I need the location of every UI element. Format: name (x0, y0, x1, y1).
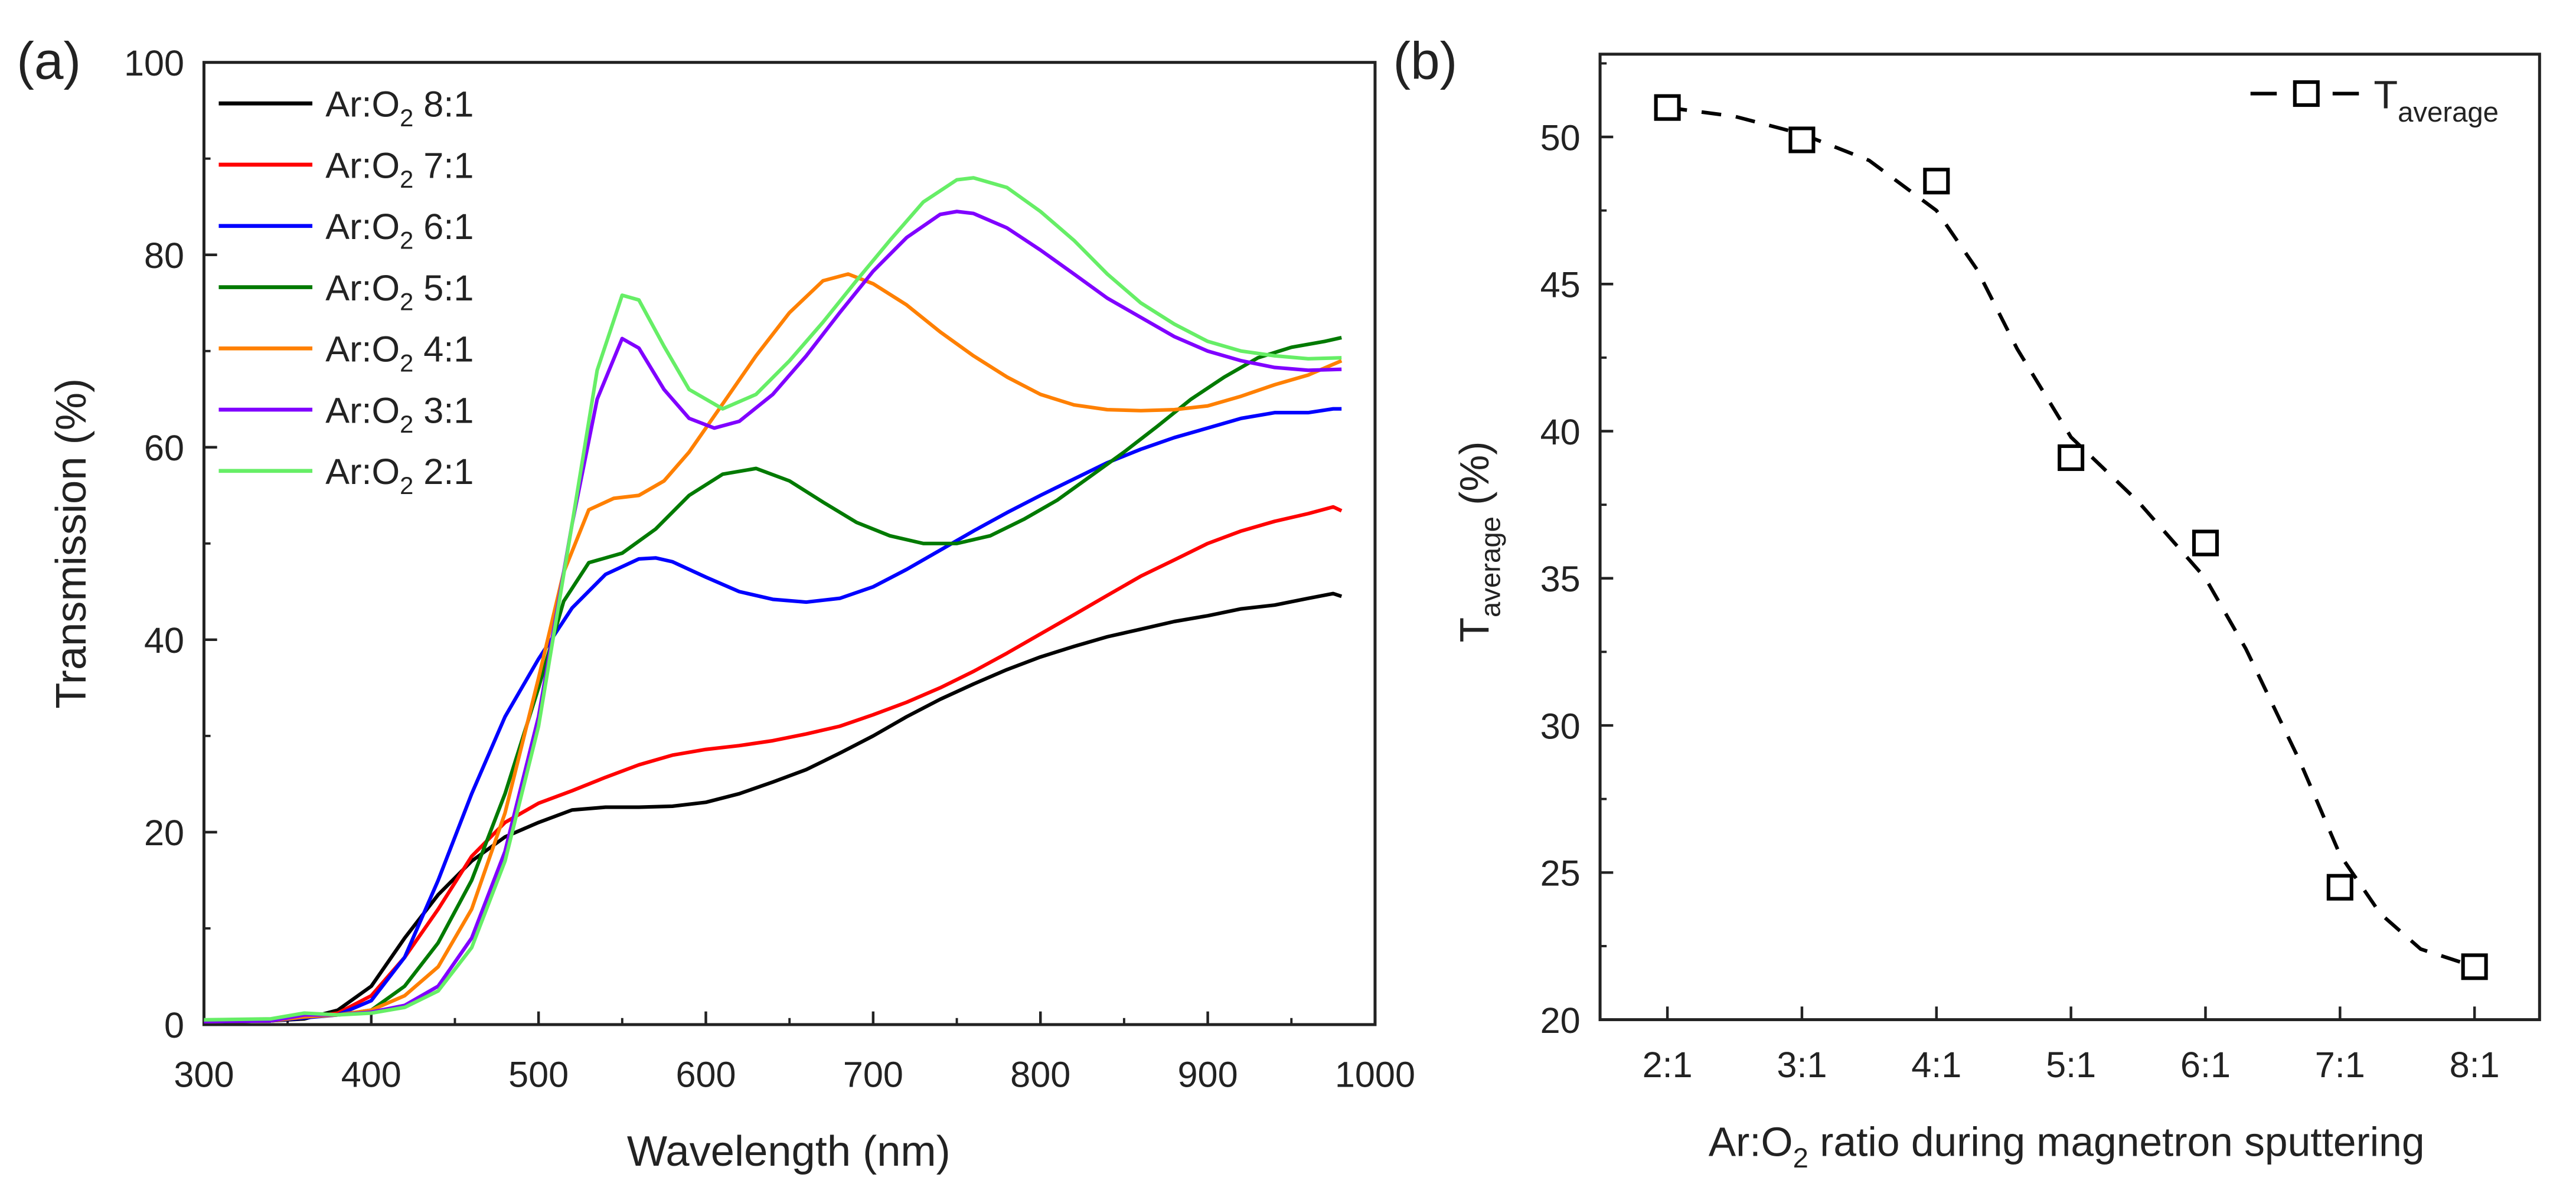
panel-a-x-axis-label: Wavelength (nm) (627, 1128, 951, 1175)
panel-a-legend-label: Ar:O2 6:1 (325, 207, 474, 254)
panel-b-fit-curve (1667, 106, 2476, 969)
panel-a-y-axis-label: Transmission (%) (48, 378, 95, 709)
panel-b-x-axis-label: Ar:O2 ratio during magnetron sputtering (1709, 1118, 2425, 1173)
panel-b-data-point (2461, 953, 2488, 980)
panel-b-data-point (2192, 529, 2219, 557)
panel-a-series-line (204, 335, 1342, 1023)
panel-b-data-point (1788, 126, 1816, 153)
panel-b-x-tick-label: 4:1 (1911, 1045, 1961, 1085)
panel-a-series-line (204, 407, 1342, 1023)
panel-a-series-line (204, 210, 1342, 1023)
panel-b-y-ticks: 20 25 30 35 40 45 50 (1540, 62, 1614, 1041)
panel-a-x-tick-label: 700 (843, 1055, 903, 1095)
panel-b-legend-label: Taverage (2373, 74, 2499, 128)
panel-b-plot-frame (1598, 53, 2541, 1022)
panel-b-y-tick-label: 30 (1540, 706, 1581, 746)
panel-b-series (1654, 94, 2488, 980)
panel-a-x-tick-label: 1000 (1335, 1055, 1415, 1095)
panel-b-y-tick-label: 25 (1540, 853, 1581, 894)
panel-b-x-tick-label: 2:1 (1643, 1045, 1693, 1085)
panel-b-x-ticks: 2:1 3:1 4:1 5:1 6:1 7:1 8:1 (1643, 1006, 2500, 1085)
panel-b-x-tick-label: 5:1 (2046, 1045, 2096, 1085)
panel-b-data-point (1923, 168, 1950, 195)
panel-b-x-tick-label: 7:1 (2315, 1045, 2365, 1085)
panel-a-y-tick-label: 20 (144, 813, 184, 853)
panel-a-x-tick-label: 400 (341, 1055, 401, 1095)
panel-a-y-tick-label: 80 (144, 236, 184, 276)
panel-a-series-line (204, 176, 1342, 1022)
panel-a-y-tick-label: 60 (144, 428, 184, 468)
panel-a-x-tick-label: 600 (675, 1055, 736, 1095)
panel-a-legend-label: Ar:O2 2:1 (325, 452, 474, 499)
panel-b-legend: Taverage (2250, 74, 2499, 128)
panel-a-legend-label: Ar:O2 4:1 (325, 329, 474, 377)
panel-b-y-tick-label: 45 (1540, 265, 1581, 305)
panel-a-legend-label: Ar:O2 8:1 (325, 84, 474, 132)
panel-a-legend-label: Ar:O2 7:1 (325, 145, 474, 193)
panel-a-label: (a) (17, 31, 81, 90)
panel-b-y-tick-label: 50 (1540, 117, 1581, 158)
panel-a-x-tick-label: 500 (508, 1055, 569, 1095)
panel-a-y-tick-label: 0 (164, 1005, 184, 1045)
panel-b-legend-marker (2293, 80, 2320, 107)
panel-a-legend-label: Ar:O2 5:1 (325, 268, 474, 316)
panel-a-x-tick-label: 300 (174, 1055, 234, 1095)
panel-b-x-tick-label: 6:1 (2180, 1045, 2231, 1085)
panel-a-legend: Ar:O2 8:1 Ar:O2 7:1 Ar:O2 6:1 Ar:O2 5:1 Ar:O… (218, 84, 474, 499)
panel-a-series-line (204, 505, 1343, 1023)
panel-b-y-axis-label: Taverage (%) (1451, 441, 1506, 643)
panel-a-y-tick-label: 100 (124, 43, 184, 83)
panel-a-y-tick-label: 40 (144, 620, 184, 660)
panel-b-data-point (2326, 874, 2353, 901)
panel-a-legend-label: Ar:O2 3:1 (325, 390, 474, 438)
panel-b-y-tick-label: 20 (1540, 1000, 1581, 1041)
panel-a-series (204, 176, 1343, 1023)
panel-a-y-ticks: 0 20 40 60 80 100 (124, 43, 217, 1045)
panel-a-series-line (204, 272, 1343, 1023)
panel-b-data-point (2058, 444, 2085, 471)
panel-b: (b) 2:1 3:1 4:1 5:1 6:1 7:1 8:1 20 25 30 35 40 45 50… (1393, 31, 2541, 1174)
panel-a-x-tick-label: 800 (1010, 1055, 1070, 1095)
panel-b-y-tick-label: 35 (1540, 559, 1581, 599)
panel-a: (a) 300 400 500 600 700 800 900 1000 0 20 40 60 80 1… (17, 31, 1415, 1176)
panel-b-label: (b) (1393, 31, 1458, 90)
panel-a-series-line (204, 591, 1343, 1023)
panel-a-x-ticks: 300 400 500 600 700 800 900 1000 (174, 1011, 1415, 1095)
panel-b-data-point (1654, 94, 1681, 121)
panel-b-x-tick-label: 3:1 (1777, 1045, 1827, 1085)
panel-b-y-tick-label: 40 (1540, 412, 1581, 452)
panel-a-x-tick-label: 900 (1178, 1055, 1238, 1095)
panel-b-x-tick-label: 8:1 (2450, 1045, 2500, 1085)
